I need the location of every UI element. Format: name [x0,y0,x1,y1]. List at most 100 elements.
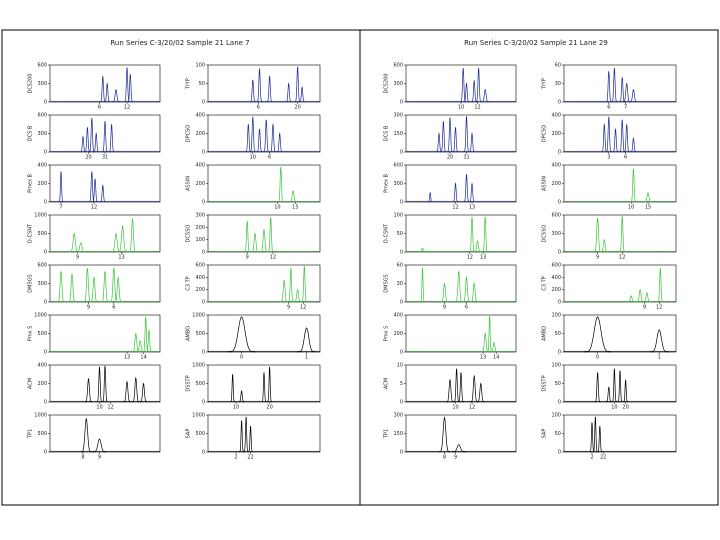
peak [123,380,131,403]
peak [481,88,489,103]
peak [297,327,316,353]
peak [146,329,152,353]
peak [250,116,256,153]
y-tick-label: 0 [400,300,403,306]
x-tick-label: 6 [98,105,101,111]
y-tick-label: 400 [551,275,561,281]
peak [102,365,108,403]
y-tick-label: 500 [195,431,205,437]
peak [612,128,619,153]
y-tick-label: 200 [195,225,205,231]
peak [68,272,76,303]
y-tick-label: 0 [400,200,403,206]
x-tick-label: 3 [607,155,610,161]
y-tick-label: 0 [400,100,403,106]
x-tick-label: 12 [619,255,625,261]
y-tick-label: 200 [195,287,205,293]
peak [446,378,454,403]
y-tick-label: 150 [393,131,403,137]
peak [84,377,93,403]
peak [57,271,65,303]
peak [458,372,464,403]
y-axis-label: Pmx S [28,326,34,342]
peak [270,124,276,153]
y-tick-label: 100 [551,313,561,319]
peak [92,438,107,453]
peak [108,124,115,153]
peak [256,68,263,103]
peak [278,166,284,203]
y-tick-label: 300 [37,281,47,287]
peak [439,416,450,453]
y-axis-label: TP1 [384,429,390,439]
y-tick-label: 500 [37,431,47,437]
x-tick-label: 10 [274,205,280,211]
peak [452,127,459,153]
y-tick-label: 1000 [34,313,47,319]
peak [238,390,245,403]
y-axis-label: DMSGS [384,274,390,292]
peak [619,216,625,253]
y-tick-label: 400 [195,275,205,281]
peak [463,174,470,203]
x-tick-label: 9 [287,305,290,311]
y-tick-label: 0 [558,300,561,306]
x-tick-label: 2 [234,455,237,461]
y-tick-label: 100 [195,63,205,69]
peak [299,86,305,103]
x-tick-label: 13 [469,205,475,211]
peak [452,182,459,203]
peak [469,216,475,253]
y-tick-label: 300 [37,131,47,137]
x-tick-label: 7 [624,105,627,111]
peak [84,127,91,153]
peak [118,225,128,253]
y-axis-label: DCS B [28,125,34,141]
peak [629,88,638,103]
peak [636,288,644,303]
y-tick-label: 200 [551,287,561,293]
plot-frame [563,264,677,303]
y-tick-label: 0 [400,250,403,256]
y-tick-label: 10 [397,363,403,369]
y-tick-label: 0 [44,350,47,356]
peak [455,271,463,303]
peak [294,288,302,303]
peak [490,342,498,353]
peak [267,217,274,253]
peak [469,182,475,203]
peak [606,386,612,403]
peak [470,374,478,403]
y-tick-label: 30 [397,281,403,287]
y-tick-label: 400 [551,163,561,169]
peak [90,276,98,303]
peak [80,417,92,453]
y-axis-label: AMBO [542,326,548,341]
peak [228,316,256,353]
peak [427,191,433,203]
y-tick-label: 0 [202,400,205,406]
peak [487,315,492,353]
x-tick-label: 12 [107,405,113,411]
y-tick-label: 0 [44,400,47,406]
peak [440,121,447,153]
y-tick-label: 60 [397,263,403,269]
peak [128,218,137,253]
y-tick-label: 0 [558,250,561,256]
peak [114,276,122,303]
y-tick-label: 100 [551,363,561,369]
x-tick-label: 15 [645,205,651,211]
y-tick-label: 200 [195,131,205,137]
y-tick-label: 200 [551,181,561,187]
x-tick-label: 13 [124,355,130,361]
peak [239,420,244,453]
x-tick-label: 6 [624,155,627,161]
x-tick-label: 10 [452,405,458,411]
x-tick-label: 12 [656,305,662,311]
peak [418,247,427,253]
x-tick-label: 13 [118,255,124,261]
y-axis-label: Pmex B [384,174,390,193]
peak [111,232,121,253]
y-tick-label: 200 [551,131,561,137]
y-axis-label: ACM [384,378,390,389]
